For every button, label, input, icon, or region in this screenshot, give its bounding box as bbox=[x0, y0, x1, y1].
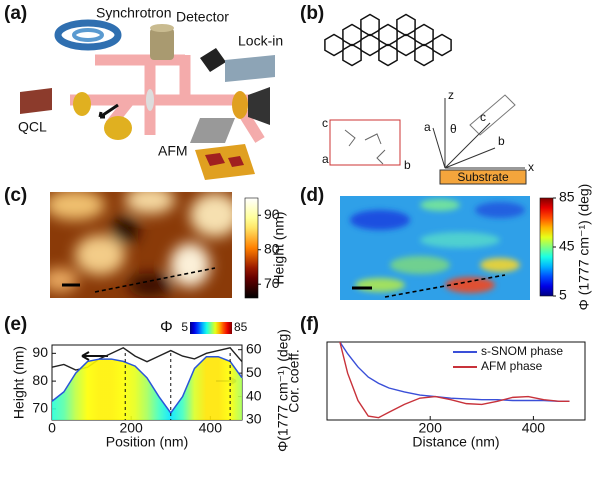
colorbar-tick-label: 80 bbox=[264, 240, 280, 256]
line bbox=[339, 342, 570, 419]
legend-label: AFM phase bbox=[481, 359, 543, 373]
ring bbox=[342, 43, 362, 67]
panel-label: (f) bbox=[300, 314, 319, 335]
label: Synchrotron bbox=[96, 5, 171, 21]
y-axis-label: Cor. coeff. bbox=[286, 349, 302, 413]
axis-letter: b bbox=[404, 158, 411, 172]
y-tick-label: 90 bbox=[32, 344, 48, 360]
ring bbox=[378, 43, 398, 67]
height-map bbox=[50, 192, 232, 298]
axis-letter: c bbox=[322, 116, 328, 130]
ring bbox=[396, 33, 416, 57]
label: QCL bbox=[18, 119, 47, 135]
line bbox=[339, 342, 570, 402]
legend-label: s-SNOM phase bbox=[481, 344, 563, 358]
ring bbox=[414, 23, 434, 47]
schematic bbox=[20, 19, 275, 180]
ring bbox=[396, 13, 416, 37]
area bbox=[52, 356, 242, 420]
substrate-label: Substrate bbox=[457, 170, 509, 184]
inset-colorbar-label: Φ bbox=[160, 319, 173, 336]
molecule bbox=[324, 13, 452, 67]
x-tick-label: 0 bbox=[48, 420, 56, 436]
axis-letter: z bbox=[448, 88, 454, 102]
colorbar bbox=[244, 197, 259, 299]
colorbar-tick-label: 70 bbox=[264, 275, 280, 291]
inset-tick-label: 85 bbox=[234, 320, 248, 334]
x-axis-label: Position (nm) bbox=[106, 434, 188, 450]
label: Detector bbox=[176, 9, 229, 25]
x-tick-label: 400 bbox=[522, 420, 546, 436]
x-tick-label: 200 bbox=[119, 420, 143, 436]
x-tick-label: 200 bbox=[419, 420, 443, 436]
y-axis-label: Height (nm) bbox=[11, 346, 27, 419]
axis-letter: θ bbox=[450, 122, 457, 136]
y2-tick-label: 40 bbox=[246, 387, 262, 403]
ring bbox=[360, 13, 380, 37]
x-tick-label: 400 bbox=[199, 420, 223, 436]
ring bbox=[324, 33, 344, 57]
line bbox=[51, 355, 243, 415]
colorbar-label: Height (nm) bbox=[271, 211, 287, 284]
colorbar-label: Φ (1777 cm⁻¹) (deg) bbox=[576, 184, 592, 311]
colorbar bbox=[539, 197, 554, 297]
axis-letter: a bbox=[424, 120, 431, 134]
axis-letter: x bbox=[528, 160, 534, 174]
label: AFM bbox=[158, 143, 188, 159]
x-axis-label: Distance (nm) bbox=[412, 434, 499, 450]
panel-label: (e) bbox=[4, 314, 27, 335]
axis-letter: b bbox=[498, 134, 505, 148]
panel-label: (c) bbox=[4, 185, 27, 206]
panel-label: (b) bbox=[300, 3, 324, 24]
axis-letter: c bbox=[480, 110, 486, 124]
y2-tick-label: 50 bbox=[246, 364, 262, 380]
ring bbox=[342, 23, 362, 47]
y2-tick-label: 60 bbox=[246, 340, 262, 356]
y2-axis-label: Φ(1777 cm⁻¹) (deg) bbox=[275, 329, 291, 452]
plot-frame bbox=[326, 341, 586, 421]
panel-label: (d) bbox=[300, 185, 324, 206]
colorbar-tick-label: 85 bbox=[559, 189, 575, 205]
colorbar-tick-label: 90 bbox=[264, 206, 280, 222]
ring bbox=[360, 33, 380, 57]
crystal-sketch bbox=[329, 94, 527, 185]
ring bbox=[378, 23, 398, 47]
y-tick-label: 70 bbox=[32, 400, 48, 416]
axis-letter: a bbox=[322, 152, 329, 166]
ring bbox=[432, 33, 452, 57]
panel-label: (a) bbox=[4, 3, 27, 24]
colorbar-tick-label: 5 bbox=[559, 287, 567, 303]
ring bbox=[414, 43, 434, 67]
y2-tick-label: 30 bbox=[246, 411, 262, 427]
phase-map bbox=[340, 196, 530, 300]
inset-colorbar bbox=[190, 322, 232, 334]
colorbar-tick-label: 45 bbox=[559, 238, 575, 254]
inset-tick-label: 5 bbox=[181, 320, 188, 334]
y-tick-label: 80 bbox=[32, 372, 48, 388]
label: Lock-in bbox=[238, 33, 283, 49]
